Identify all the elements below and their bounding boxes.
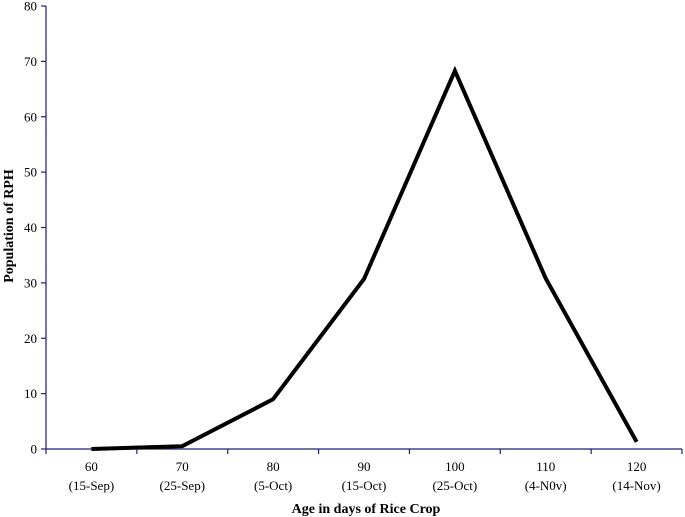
y-tick-label: 70 bbox=[24, 54, 37, 69]
x-tick-sublabel: (25-Sep) bbox=[160, 478, 206, 493]
x-tick-sublabel: (14-Nov) bbox=[612, 478, 660, 493]
x-tick-sublabel: (4-N0v) bbox=[525, 478, 567, 493]
x-tick-label: 100 bbox=[445, 459, 465, 474]
x-axis-title: Age in days of Rice Crop bbox=[292, 502, 441, 517]
series-line bbox=[91, 65, 639, 451]
x-tick-label: 110 bbox=[536, 459, 555, 474]
y-tick-label: 40 bbox=[24, 220, 37, 235]
y-tick-label: 30 bbox=[24, 275, 37, 290]
x-tick-label: 120 bbox=[627, 459, 647, 474]
y-tick-label: 80 bbox=[24, 0, 37, 14]
y-tick-label: 60 bbox=[24, 109, 37, 124]
x-tick-sublabel: (15-Oct) bbox=[342, 478, 387, 493]
x-tick-sublabel: (25-Oct) bbox=[432, 478, 477, 493]
x-tick-label: 70 bbox=[176, 459, 189, 474]
x-tick-label: 90 bbox=[358, 459, 371, 474]
y-tick-label: 10 bbox=[24, 386, 37, 401]
y-axis: 0 10 20 30 40 50 60 70 80 bbox=[24, 0, 47, 457]
x-tick-sublabel: (15-Sep) bbox=[69, 478, 115, 493]
x-axis: 60 (15-Sep) 70 (25-Sep) 80 (5-Oct) 90 (15-Oct) 1… bbox=[45, 448, 683, 493]
y-tick-label: 0 bbox=[31, 442, 38, 457]
x-tick-label: 60 bbox=[85, 459, 98, 474]
y-tick-label: 50 bbox=[24, 165, 37, 180]
x-tick-sublabel: (5-Oct) bbox=[254, 478, 292, 493]
y-tick-label: 20 bbox=[24, 331, 37, 346]
series bbox=[91, 65, 639, 451]
x-tick-label: 80 bbox=[267, 459, 280, 474]
y-axis-title: Population of RPH bbox=[2, 169, 17, 283]
